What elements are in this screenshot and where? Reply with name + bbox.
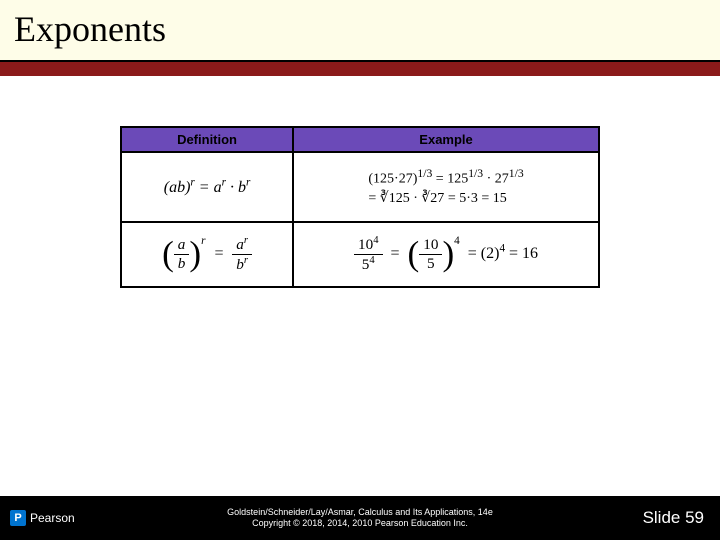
- footer-publisher: P Pearson: [0, 510, 120, 526]
- publisher-name: Pearson: [30, 511, 75, 525]
- page-title: Exponents: [14, 8, 706, 50]
- definition-cell: (ab)r = arbr: [121, 222, 293, 287]
- table-header-row: Definition Example: [121, 127, 599, 152]
- exponent-rules-table: Definition Example (ab)r = ar · br (125·…: [120, 126, 600, 288]
- accent-bar: [0, 62, 720, 76]
- quotient-power-example: 10454 = (105)4 = (2)4 = 16: [354, 245, 538, 262]
- header-definition: Definition: [121, 127, 293, 152]
- footer-bar: P Pearson Goldstein/Schneider/Lay/Asmar,…: [0, 496, 720, 540]
- table-row: (ab)r = ar · br (125·27)1/3 = 1251/3 · 2…: [121, 152, 599, 222]
- definition-cell: (ab)r = ar · br: [121, 152, 293, 222]
- citation-text: Goldstein/Schneider/Lay/Asmar, Calculus …: [120, 507, 600, 518]
- quotient-power-rule: (ab)r = arbr: [162, 245, 252, 262]
- footer-citation: Goldstein/Schneider/Lay/Asmar, Calculus …: [120, 507, 600, 529]
- title-bar: Exponents: [0, 0, 720, 62]
- product-power-example: (125·27)1/3 = 1251/3 · 271/3 = ∛125 · ∛2…: [368, 165, 523, 209]
- example-cell: (125·27)1/3 = 1251/3 · 271/3 = ∛125 · ∛2…: [293, 152, 599, 222]
- product-power-rule: (ab)r = ar · br: [164, 179, 251, 196]
- header-example: Example: [293, 127, 599, 152]
- table-row: (ab)r = arbr 10454 = (105)4 = (2)4 = 16: [121, 222, 599, 287]
- copyright-text: Copyright © 2018, 2014, 2010 Pearson Edu…: [120, 518, 600, 529]
- example-cell: 10454 = (105)4 = (2)4 = 16: [293, 222, 599, 287]
- content-area: Definition Example (ab)r = ar · br (125·…: [0, 76, 720, 496]
- pearson-logo-icon: P: [10, 510, 26, 526]
- slide-number: Slide 59: [600, 508, 720, 528]
